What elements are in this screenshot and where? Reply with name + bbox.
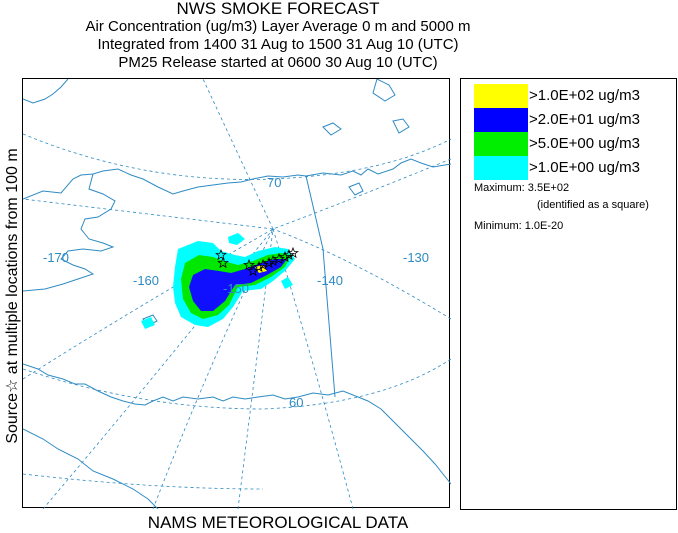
smoke-plume <box>141 233 295 329</box>
coastline-southwest <box>23 363 154 406</box>
star-icon <box>253 260 265 273</box>
meridian-line <box>42 228 274 509</box>
coastline-south <box>152 390 451 485</box>
coastline-peninsula <box>23 428 159 509</box>
latitude-label-70: 70 <box>267 175 281 190</box>
map-title: NWS SMOKE FORECAST <box>176 0 380 18</box>
legend-label: >2.0E+01 ug/m3 <box>529 111 640 128</box>
legend-swatch <box>474 132 528 156</box>
release-start-subtitle: PM25 Release started at 0600 30 Aug 10 (… <box>118 54 438 71</box>
legend-entry: >1.0E+02 ug/m3 <box>474 84 674 108</box>
parallel-line <box>23 133 451 180</box>
legend-panel: >1.0E+02 ug/m3 >2.0E+01 ug/m3 >5.0E+00 u… <box>460 78 677 510</box>
latitude-gridlines <box>23 133 451 490</box>
meridian-line <box>152 228 274 509</box>
map-panel: -170 -160 -150 -140 -130 70 60 <box>22 78 451 509</box>
border-canada <box>305 175 336 398</box>
concentration-layer-subtitle: Air Concentration (ug/m3) Layer Average … <box>85 18 471 35</box>
meridian-line <box>272 228 354 509</box>
meridian-line <box>272 158 451 230</box>
island <box>322 122 342 136</box>
island <box>348 182 364 196</box>
legend-swatch <box>474 156 528 180</box>
star-icon <box>243 258 255 271</box>
integration-period-subtitle: Integrated from 1400 31 Aug to 1500 31 A… <box>97 36 459 53</box>
meridian-line <box>23 228 274 380</box>
meridian-line <box>23 198 274 230</box>
parallel-line <box>23 473 264 490</box>
star-icon <box>287 246 299 259</box>
star-icon <box>263 256 275 269</box>
minimum-value-label: Minimum: 1.0E-20 <box>474 220 564 232</box>
star-icon <box>279 250 291 263</box>
smoke-map: -170 -160 -150 -140 -130 70 60 <box>23 79 451 509</box>
parallel-line <box>23 358 451 410</box>
coastline-canada <box>305 158 451 177</box>
longitude-label-140: -140 <box>317 273 343 288</box>
island <box>372 79 396 102</box>
source-markers <box>215 246 299 277</box>
star-icon <box>217 256 229 269</box>
legend-entry: >2.0E+01 ug/m3 <box>474 108 674 132</box>
coastline-arctic <box>23 168 307 200</box>
meteorological-data-caption: NAMS METEOROLOGICAL DATA <box>147 513 409 532</box>
meridian-line <box>202 79 274 230</box>
legend-label: >5.0E+00 ug/m3 <box>529 135 640 152</box>
coastline-west <box>23 173 116 292</box>
maximum-value-note: (identified as a square) <box>537 199 649 211</box>
coastlines <box>23 79 451 509</box>
plume-cyan-dot <box>281 277 293 289</box>
star-icon <box>283 248 295 261</box>
longitude-label-150: -150 <box>223 281 249 296</box>
maximum-value-label: Maximum: 3.5E+02 <box>474 182 570 194</box>
plume-cyan-dot <box>141 317 155 329</box>
meridian-line <box>272 228 451 320</box>
latitude-label-60: 60 <box>289 395 303 410</box>
legend-entry: >1.0E+00 ug/m3 <box>474 156 674 180</box>
longitude-label-130: -130 <box>403 250 429 265</box>
legend-entry: >5.0E+00 ug/m3 <box>474 132 674 156</box>
coastline-north <box>23 79 69 104</box>
grid-labels: -170 -160 -150 -140 -130 70 60 <box>43 175 429 410</box>
longitude-label-170: -170 <box>43 250 69 265</box>
island <box>392 118 410 134</box>
legend-swatch <box>474 84 528 108</box>
legend-swatch <box>474 108 528 132</box>
plume-cyan-small <box>228 233 245 245</box>
longitude-label-160: -160 <box>133 273 159 288</box>
source-location-label: Source☆ at multiple locations from 100 m <box>4 148 21 444</box>
legend-label: >1.0E+02 ug/m3 <box>529 87 640 104</box>
star-icon <box>215 248 227 261</box>
legend-label: >1.0E+00 ug/m3 <box>529 159 640 176</box>
